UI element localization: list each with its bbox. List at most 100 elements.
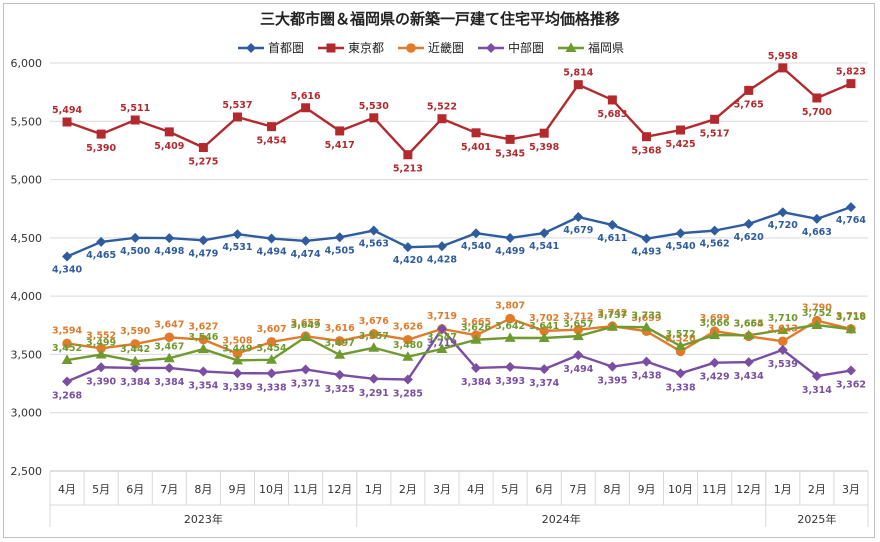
data-label: 4,428: [427, 254, 457, 265]
data-point: [641, 233, 652, 244]
data-label: 4,720: [768, 220, 798, 231]
data-point: [300, 235, 311, 246]
data-label: 3,384: [154, 377, 184, 388]
y-tick-label: 4,500: [11, 232, 43, 245]
data-point: [505, 361, 516, 372]
x-tick-label: 2月: [399, 483, 417, 496]
data-point: [368, 225, 379, 236]
data-label: 3,508: [222, 335, 252, 346]
chart-frame: [3, 3, 875, 538]
data-point: [96, 362, 107, 373]
data-point: [811, 319, 823, 330]
data-label: 5,814: [563, 68, 593, 79]
data-point: [470, 334, 482, 344]
data-label: 4,505: [325, 245, 355, 256]
data-point: [675, 368, 686, 379]
legend-label: 近畿圏: [428, 41, 464, 55]
data-point: [504, 332, 516, 342]
year-label: 2024年: [542, 512, 581, 526]
data-point: [641, 356, 652, 367]
data-label: 3,702: [529, 313, 559, 324]
x-tick-label: 4月: [58, 483, 76, 496]
data-label: 3,613: [768, 323, 798, 334]
data-label: 3,647: [154, 319, 184, 330]
data-label: 3,742: [597, 308, 627, 319]
data-point: [368, 373, 379, 384]
data-point: [301, 103, 311, 113]
series-line: [66, 317, 852, 355]
data-point: [539, 326, 550, 336]
x-tick-label: 1月: [365, 483, 383, 496]
data-label: 3,338: [257, 382, 287, 393]
data-point: [334, 232, 345, 243]
data-point: [539, 228, 550, 239]
data-label: 3,607: [257, 324, 287, 335]
data-label: 5,213: [393, 164, 423, 175]
data-label: 5,517: [700, 128, 730, 139]
data-label: 3,467: [154, 341, 184, 352]
data-point: [641, 132, 651, 142]
data-point: [96, 236, 107, 247]
data-label: 5,683: [597, 109, 627, 120]
data-label: 4,562: [700, 239, 730, 250]
data-label: 5,401: [461, 142, 491, 153]
data-label: 5,616: [291, 91, 321, 102]
data-label: 3,285: [393, 388, 423, 399]
data-point: [164, 233, 175, 244]
data-label: 3,339: [222, 382, 252, 393]
data-point: [777, 336, 788, 347]
data-point: [198, 143, 208, 153]
legend-marker: [326, 43, 336, 53]
data-point: [471, 128, 481, 138]
data-point: [607, 361, 618, 372]
data-label: 3,664: [734, 318, 764, 329]
data-point: [538, 332, 550, 342]
data-point: [640, 321, 652, 332]
data-label: 5,958: [768, 51, 798, 62]
legend-marker: [565, 42, 577, 52]
data-label: 3,807: [495, 301, 525, 312]
data-point: [369, 113, 379, 123]
data-label: 3,338: [666, 382, 696, 393]
data-label: 4,531: [222, 242, 252, 253]
data-label: 3,390: [86, 376, 116, 387]
data-point: [811, 371, 822, 382]
data-point: [777, 324, 789, 334]
data-label: 3,480: [393, 340, 423, 351]
chart-title: 三大都市圏＆福岡県の新築一戸建て住宅平均価格推移: [259, 10, 620, 28]
data-label: 3,572: [666, 329, 696, 340]
data-label: 3,374: [529, 378, 559, 389]
data-point: [436, 323, 447, 334]
data-point: [130, 362, 141, 373]
data-label: 4,465: [86, 250, 116, 261]
data-label: 3,676: [359, 316, 389, 327]
x-tick-label: 8月: [194, 483, 212, 496]
data-point: [607, 219, 618, 230]
data-label: 3,434: [734, 371, 764, 382]
data-point: [130, 115, 140, 125]
data-point: [777, 207, 788, 218]
data-point: [96, 343, 106, 354]
data-label: 3,395: [597, 376, 627, 387]
data-point: [198, 235, 209, 246]
data-label: 5,398: [529, 142, 559, 153]
y-tick-label: 6,000: [11, 57, 43, 70]
data-label: 4,663: [802, 227, 832, 238]
data-point: [743, 329, 755, 340]
data-point: [266, 233, 277, 244]
data-point: [130, 232, 141, 243]
data-label: 3,719: [836, 311, 866, 322]
data-label: 3,362: [836, 380, 866, 391]
data-label: 3,547: [427, 332, 457, 343]
data-label: 3,699: [700, 313, 730, 324]
data-point: [198, 366, 209, 377]
x-tick-label: 10月: [668, 483, 693, 496]
data-label: 5,494: [52, 105, 82, 116]
data-label: 5,700: [802, 107, 832, 118]
x-tick-label: 6月: [126, 483, 144, 496]
data-label: 4,340: [52, 265, 82, 276]
data-label: 3,590: [120, 326, 150, 337]
data-label: 3,449: [222, 343, 252, 354]
data-label: 3,649: [291, 320, 321, 331]
x-tick-label: 11月: [293, 483, 318, 496]
